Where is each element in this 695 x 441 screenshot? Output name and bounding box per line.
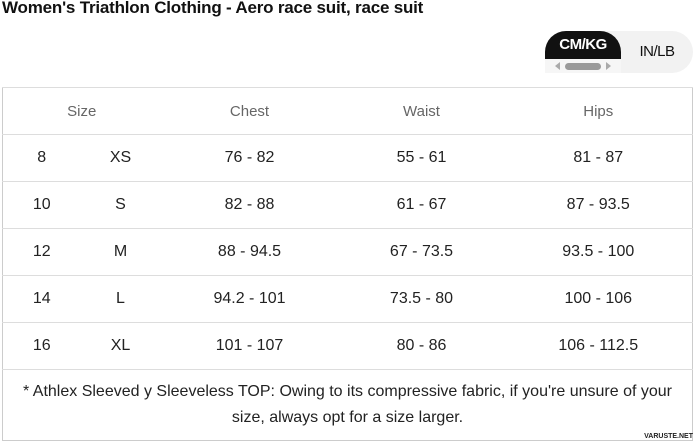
header-chest: Chest: [160, 87, 339, 135]
waist-value: 73.5 - 80: [338, 275, 505, 323]
unit-toggle[interactable]: CM/KG IN/LB: [545, 31, 693, 73]
table-row: 12 M 88 - 94.5 67 - 73.5 93.5 - 100: [2, 228, 693, 276]
size-number: 12: [2, 228, 81, 276]
chest-value: 76 - 82: [160, 134, 339, 182]
waist-value: 80 - 86: [338, 322, 505, 370]
header-size: Size: [2, 87, 161, 135]
size-number: 8: [2, 134, 81, 182]
waist-value: 67 - 73.5: [338, 228, 505, 276]
table-row: 8 XS 76 - 82 55 - 61 81 - 87: [2, 134, 693, 182]
size-letter: S: [80, 181, 161, 229]
watermark: VARUSTE.NET: [644, 433, 693, 440]
hips-value: 93.5 - 100: [504, 228, 693, 276]
hips-value: 100 - 106: [504, 275, 693, 323]
page-title: Women's Triathlon Clothing - Aero race s…: [2, 0, 424, 17]
table-row: 14 L 94.2 - 101 73.5 - 80 100 - 106: [2, 275, 693, 323]
waist-value: 55 - 61: [338, 134, 505, 182]
scroll-left-icon[interactable]: [555, 62, 560, 70]
size-letter: M: [80, 228, 161, 276]
size-letter: XS: [80, 134, 161, 182]
hips-value: 87 - 93.5: [504, 181, 693, 229]
scrollbar-thumb[interactable]: [565, 62, 601, 70]
chest-value: 82 - 88: [160, 181, 339, 229]
unit-option-label: CM/KG: [559, 36, 607, 53]
header-waist: Waist: [338, 87, 505, 135]
table-row: 16 XL 101 - 107 80 - 86 106 - 112.5: [2, 322, 693, 370]
size-note: * Athlex Sleeved y Sleeveless TOP: Owing…: [2, 369, 693, 441]
scroll-right-icon[interactable]: [606, 62, 611, 70]
chest-value: 94.2 - 101: [160, 275, 339, 323]
table-header-row: Size Chest Waist Hips: [2, 87, 693, 135]
scrollbar[interactable]: [545, 59, 621, 73]
size-number: 16: [2, 322, 81, 370]
table-row: 10 S 82 - 88 61 - 67 87 - 93.5: [2, 181, 693, 229]
waist-value: 61 - 67: [338, 181, 505, 229]
header-hips: Hips: [504, 87, 693, 135]
size-table: Size Chest Waist Hips 8 XS 76 - 82 55 - 61 8…: [2, 87, 693, 441]
hips-value: 106 - 112.5: [504, 322, 693, 370]
note-row: * Athlex Sleeved y Sleeveless TOP: Owing…: [2, 369, 693, 441]
unit-option-cm-kg[interactable]: CM/KG: [545, 31, 621, 73]
chest-value: 88 - 94.5: [160, 228, 339, 276]
unit-option-in-lb[interactable]: IN/LB: [639, 43, 675, 60]
size-number: 14: [2, 275, 81, 323]
hips-value: 81 - 87: [504, 134, 693, 182]
size-letter: L: [80, 275, 161, 323]
chest-value: 101 - 107: [160, 322, 339, 370]
size-letter: XL: [80, 322, 161, 370]
size-number: 10: [2, 181, 81, 229]
